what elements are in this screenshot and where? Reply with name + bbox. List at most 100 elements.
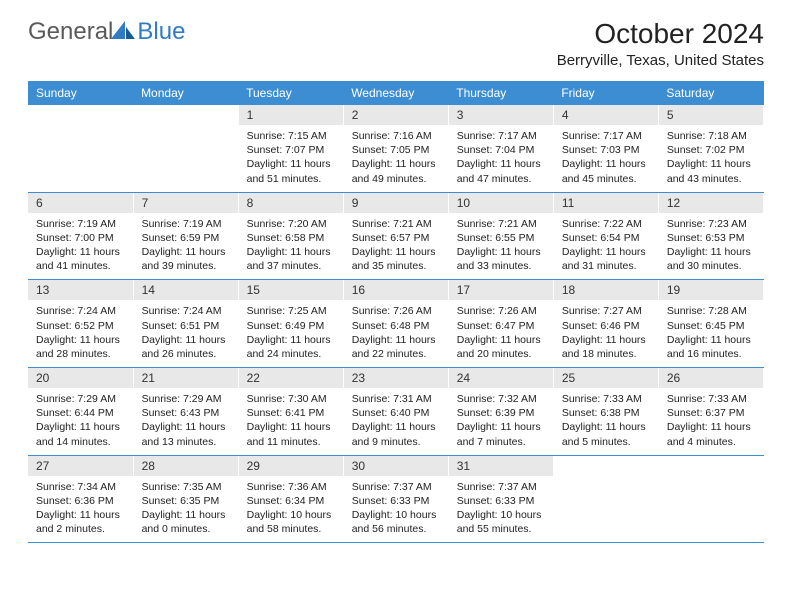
sunrise-text: Sunrise: 7:32 AM bbox=[457, 392, 545, 406]
day-number: 2 bbox=[344, 105, 448, 125]
dayname-thursday: Thursday bbox=[448, 81, 553, 105]
day-number: 9 bbox=[344, 193, 448, 213]
day-number: 29 bbox=[239, 456, 343, 476]
day-cell: 1Sunrise: 7:15 AMSunset: 7:07 PMDaylight… bbox=[238, 105, 343, 192]
daylight-text: Daylight: 11 hours and 16 minutes. bbox=[667, 333, 755, 361]
day-number: 17 bbox=[449, 280, 553, 300]
day-info: Sunrise: 7:17 AMSunset: 7:04 PMDaylight:… bbox=[449, 125, 553, 192]
day-info: Sunrise: 7:26 AMSunset: 6:47 PMDaylight:… bbox=[449, 300, 553, 367]
sunrise-text: Sunrise: 7:16 AM bbox=[352, 129, 440, 143]
daylight-text: Daylight: 11 hours and 39 minutes. bbox=[142, 245, 230, 273]
day-cell: 19Sunrise: 7:28 AMSunset: 6:45 PMDayligh… bbox=[658, 280, 763, 368]
header: General Blue October 2024 Berryville, Te… bbox=[28, 18, 764, 69]
day-cell: 30Sunrise: 7:37 AMSunset: 6:33 PMDayligh… bbox=[343, 455, 448, 543]
day-info: Sunrise: 7:33 AMSunset: 6:37 PMDaylight:… bbox=[659, 388, 763, 455]
sunset-text: Sunset: 6:33 PM bbox=[457, 494, 545, 508]
day-number: 31 bbox=[449, 456, 553, 476]
sunset-text: Sunset: 6:43 PM bbox=[142, 406, 230, 420]
sunset-text: Sunset: 6:33 PM bbox=[352, 494, 440, 508]
daylight-text: Daylight: 11 hours and 41 minutes. bbox=[36, 245, 125, 273]
day-cell: 2Sunrise: 7:16 AMSunset: 7:05 PMDaylight… bbox=[343, 105, 448, 192]
sunset-text: Sunset: 6:34 PM bbox=[247, 494, 335, 508]
day-info: Sunrise: 7:28 AMSunset: 6:45 PMDaylight:… bbox=[659, 300, 763, 367]
day-cell: 6Sunrise: 7:19 AMSunset: 7:00 PMDaylight… bbox=[28, 192, 133, 280]
dayname-sunday: Sunday bbox=[28, 81, 133, 105]
sunrise-text: Sunrise: 7:35 AM bbox=[142, 480, 230, 494]
day-cell bbox=[553, 455, 658, 543]
daylight-text: Daylight: 11 hours and 31 minutes. bbox=[562, 245, 650, 273]
dayname-monday: Monday bbox=[133, 81, 238, 105]
day-info: Sunrise: 7:18 AMSunset: 7:02 PMDaylight:… bbox=[659, 125, 763, 192]
sunset-text: Sunset: 6:47 PM bbox=[457, 319, 545, 333]
day-cell: 18Sunrise: 7:27 AMSunset: 6:46 PMDayligh… bbox=[553, 280, 658, 368]
page: General Blue October 2024 Berryville, Te… bbox=[0, 0, 792, 561]
day-info: Sunrise: 7:29 AMSunset: 6:43 PMDaylight:… bbox=[134, 388, 238, 455]
day-info: Sunrise: 7:24 AMSunset: 6:51 PMDaylight:… bbox=[134, 300, 238, 367]
day-cell: 4Sunrise: 7:17 AMSunset: 7:03 PMDaylight… bbox=[553, 105, 658, 192]
day-info: Sunrise: 7:37 AMSunset: 6:33 PMDaylight:… bbox=[344, 476, 448, 543]
day-info: Sunrise: 7:21 AMSunset: 6:57 PMDaylight:… bbox=[344, 213, 448, 280]
sunset-text: Sunset: 7:04 PM bbox=[457, 143, 545, 157]
day-info: Sunrise: 7:27 AMSunset: 6:46 PMDaylight:… bbox=[554, 300, 658, 367]
sunrise-text: Sunrise: 7:26 AM bbox=[457, 304, 545, 318]
day-cell: 31Sunrise: 7:37 AMSunset: 6:33 PMDayligh… bbox=[448, 455, 553, 543]
day-info: Sunrise: 7:22 AMSunset: 6:54 PMDaylight:… bbox=[554, 213, 658, 280]
daylight-text: Daylight: 11 hours and 14 minutes. bbox=[36, 420, 125, 448]
dayname-saturday: Saturday bbox=[658, 81, 763, 105]
day-cell: 14Sunrise: 7:24 AMSunset: 6:51 PMDayligh… bbox=[133, 280, 238, 368]
sunset-text: Sunset: 6:51 PM bbox=[142, 319, 230, 333]
day-number: 12 bbox=[659, 193, 763, 213]
day-cell: 21Sunrise: 7:29 AMSunset: 6:43 PMDayligh… bbox=[133, 368, 238, 456]
daylight-text: Daylight: 11 hours and 18 minutes. bbox=[562, 333, 650, 361]
day-number: 25 bbox=[554, 368, 658, 388]
daylight-text: Daylight: 10 hours and 56 minutes. bbox=[352, 508, 440, 536]
day-number: 14 bbox=[134, 280, 238, 300]
day-number: 16 bbox=[344, 280, 448, 300]
daylight-text: Daylight: 11 hours and 9 minutes. bbox=[352, 420, 440, 448]
daylight-text: Daylight: 11 hours and 37 minutes. bbox=[247, 245, 335, 273]
day-info: Sunrise: 7:17 AMSunset: 7:03 PMDaylight:… bbox=[554, 125, 658, 192]
sunrise-text: Sunrise: 7:25 AM bbox=[247, 304, 335, 318]
day-number: 18 bbox=[554, 280, 658, 300]
day-cell: 11Sunrise: 7:22 AMSunset: 6:54 PMDayligh… bbox=[553, 192, 658, 280]
sunset-text: Sunset: 6:38 PM bbox=[562, 406, 650, 420]
dayname-row: Sunday Monday Tuesday Wednesday Thursday… bbox=[28, 81, 764, 105]
sunset-text: Sunset: 6:35 PM bbox=[142, 494, 230, 508]
day-info: Sunrise: 7:35 AMSunset: 6:35 PMDaylight:… bbox=[134, 476, 238, 543]
sunrise-text: Sunrise: 7:33 AM bbox=[667, 392, 755, 406]
day-cell: 10Sunrise: 7:21 AMSunset: 6:55 PMDayligh… bbox=[448, 192, 553, 280]
sunrise-text: Sunrise: 7:15 AM bbox=[247, 129, 335, 143]
day-info: Sunrise: 7:30 AMSunset: 6:41 PMDaylight:… bbox=[239, 388, 343, 455]
daylight-text: Daylight: 11 hours and 26 minutes. bbox=[142, 333, 230, 361]
day-number: 3 bbox=[449, 105, 553, 125]
day-cell: 20Sunrise: 7:29 AMSunset: 6:44 PMDayligh… bbox=[28, 368, 133, 456]
day-info: Sunrise: 7:19 AMSunset: 7:00 PMDaylight:… bbox=[28, 213, 133, 280]
sunset-text: Sunset: 7:07 PM bbox=[247, 143, 335, 157]
day-number: 13 bbox=[28, 280, 133, 300]
sunrise-text: Sunrise: 7:26 AM bbox=[352, 304, 440, 318]
day-cell: 25Sunrise: 7:33 AMSunset: 6:38 PMDayligh… bbox=[553, 368, 658, 456]
sunset-text: Sunset: 6:53 PM bbox=[667, 231, 755, 245]
title-block: October 2024 Berryville, Texas, United S… bbox=[557, 18, 764, 69]
sunset-text: Sunset: 6:39 PM bbox=[457, 406, 545, 420]
daylight-text: Daylight: 11 hours and 45 minutes. bbox=[562, 157, 650, 185]
daylight-text: Daylight: 11 hours and 20 minutes. bbox=[457, 333, 545, 361]
week-row: 6Sunrise: 7:19 AMSunset: 7:00 PMDaylight… bbox=[28, 192, 764, 280]
day-number: 27 bbox=[28, 456, 133, 476]
sunset-text: Sunset: 7:02 PM bbox=[667, 143, 755, 157]
day-number: 10 bbox=[449, 193, 553, 213]
sunset-text: Sunset: 7:00 PM bbox=[36, 231, 125, 245]
daylight-text: Daylight: 11 hours and 49 minutes. bbox=[352, 157, 440, 185]
sunrise-text: Sunrise: 7:24 AM bbox=[36, 304, 125, 318]
logo-text-general: General bbox=[28, 18, 113, 46]
sunset-text: Sunset: 6:52 PM bbox=[36, 319, 125, 333]
day-cell: 28Sunrise: 7:35 AMSunset: 6:35 PMDayligh… bbox=[133, 455, 238, 543]
sunset-text: Sunset: 6:55 PM bbox=[457, 231, 545, 245]
logo-sail-icon bbox=[111, 21, 135, 39]
day-info: Sunrise: 7:32 AMSunset: 6:39 PMDaylight:… bbox=[449, 388, 553, 455]
day-cell bbox=[28, 105, 133, 192]
sunrise-text: Sunrise: 7:29 AM bbox=[36, 392, 125, 406]
day-info: Sunrise: 7:36 AMSunset: 6:34 PMDaylight:… bbox=[239, 476, 343, 543]
day-info: Sunrise: 7:29 AMSunset: 6:44 PMDaylight:… bbox=[28, 388, 133, 455]
day-info: Sunrise: 7:25 AMSunset: 6:49 PMDaylight:… bbox=[239, 300, 343, 367]
